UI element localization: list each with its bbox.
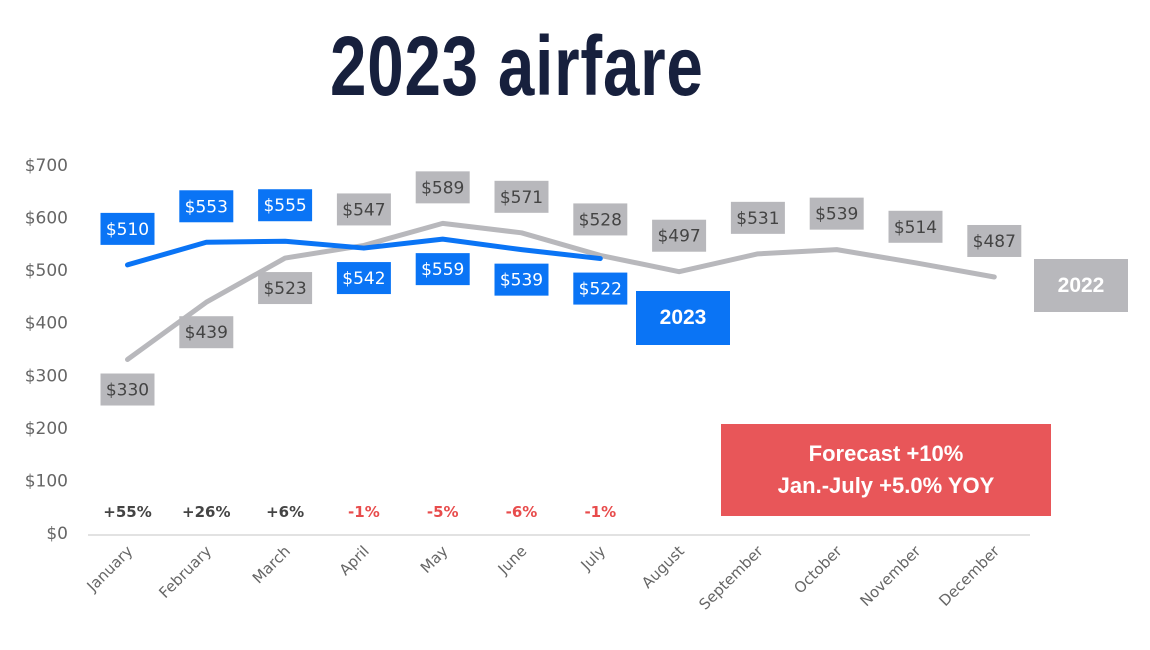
data-label-2022: $330	[106, 381, 149, 401]
data-label-box-2022	[967, 224, 1022, 257]
yoy-change-label: -1%	[584, 503, 616, 521]
chart-title: 2023 airfare	[330, 19, 704, 113]
data-label-2023: $542	[342, 269, 385, 289]
x-tick-label: January	[83, 542, 137, 596]
data-label-box-2022	[652, 219, 707, 252]
data-label-2023: $522	[579, 280, 622, 300]
data-label-box-2022	[179, 316, 234, 349]
data-label-2022: $571	[500, 188, 543, 208]
data-label-box-2022	[809, 197, 864, 230]
x-tick-label: May	[417, 542, 452, 577]
x-tick-label: March	[249, 542, 294, 587]
x-tick-label: December	[935, 542, 1003, 610]
x-tick-label: September	[695, 542, 767, 614]
data-label-box-2022	[730, 201, 785, 234]
data-label-box-2023	[258, 189, 313, 222]
data-label-box-2023	[100, 212, 155, 245]
x-tick-label: February	[155, 542, 215, 602]
x-tick-label: July	[577, 542, 610, 575]
series-line-2023	[125, 236, 603, 268]
legend-2022: 2022	[1034, 259, 1128, 312]
data-label-2022: $589	[421, 178, 464, 198]
data-label-2023: $553	[185, 197, 228, 217]
data-label-box-2022	[573, 203, 628, 236]
x-tick-label: June	[494, 542, 531, 579]
yoy-change-label: +6%	[266, 503, 304, 521]
y-tick-label: $300	[25, 366, 68, 386]
yoy-change-label: -6%	[506, 503, 538, 521]
yoy-change-label: -1%	[348, 503, 380, 521]
data-label-box-2022	[258, 272, 313, 305]
data-label-box-2023	[179, 190, 234, 223]
data-label-box-2022	[336, 193, 391, 226]
data-label-box-2022	[494, 180, 549, 213]
data-label-2022: $547	[342, 200, 385, 220]
data-label-2022: $531	[736, 209, 779, 229]
forecast-annotation: Forecast +10% Jan.-July +5.0% YOY	[721, 424, 1051, 516]
x-tick-label: April	[336, 542, 373, 579]
y-tick-label: $600	[25, 209, 68, 229]
x-tick-label: November	[856, 542, 924, 610]
data-label-box-2022	[415, 171, 470, 204]
data-label-2022: $514	[894, 218, 937, 238]
x-tick-label: August	[638, 542, 688, 592]
data-label-2022: $497	[657, 227, 700, 247]
data-label-2022: $528	[579, 210, 622, 230]
data-label-2023: $555	[263, 196, 306, 216]
y-tick-label: $200	[25, 419, 68, 439]
data-label-box-2022	[100, 373, 155, 406]
series-line-2022	[125, 220, 997, 363]
x-tick-label: October	[790, 542, 846, 598]
y-tick-label: $400	[25, 314, 68, 334]
y-tick-label: $500	[25, 261, 68, 281]
data-label-2022: $523	[263, 279, 306, 299]
data-label-box-2023	[336, 262, 391, 295]
data-label-2022: $487	[973, 232, 1016, 252]
yoy-change-label: +26%	[182, 503, 230, 521]
data-label-2023: $510	[106, 220, 149, 240]
data-label-2022: $539	[815, 205, 858, 225]
y-tick-label: $0	[46, 524, 68, 544]
forecast-line-2: Jan.-July +5.0% YOY	[777, 473, 995, 498]
yoy-change-label: -5%	[427, 503, 459, 521]
yoy-change-label: +55%	[103, 503, 151, 521]
data-label-2022: $439	[185, 323, 228, 343]
y-tick-label: $100	[25, 471, 68, 491]
data-label-box-2023	[415, 253, 470, 286]
data-label-box-2022	[888, 210, 943, 243]
legend-2023: 2023	[636, 291, 730, 345]
data-label-2023: $539	[500, 271, 543, 291]
data-label-box-2023	[573, 272, 628, 305]
forecast-line-1: Forecast +10%	[808, 441, 964, 466]
y-tick-label: $700	[25, 156, 68, 176]
data-label-2023: $559	[421, 260, 464, 280]
data-label-box-2023	[494, 263, 549, 296]
